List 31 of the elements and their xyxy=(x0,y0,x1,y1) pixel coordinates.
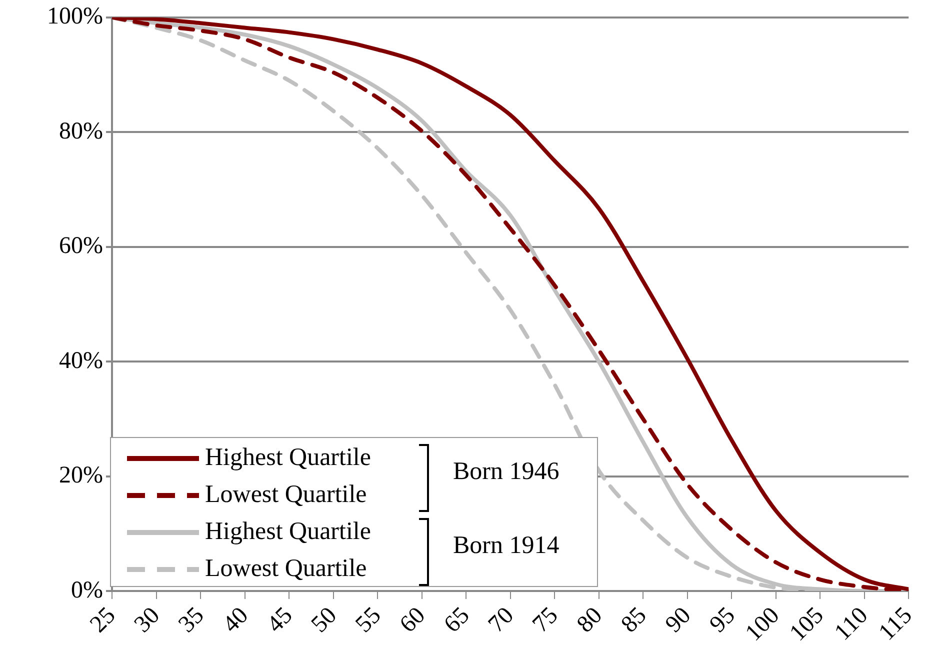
x-tick-label: 95 xyxy=(704,602,740,638)
y-tick-label: 0% xyxy=(71,577,103,604)
x-tick-label: 110 xyxy=(830,602,874,646)
legend-label: Highest Quartile xyxy=(205,444,371,472)
x-tick-label: 40 xyxy=(218,602,254,638)
legend-label: Highest Quartile xyxy=(205,518,371,546)
x-tick-label: 30 xyxy=(130,602,165,638)
x-tick-label: 70 xyxy=(484,602,520,638)
x-tick-label: 85 xyxy=(616,602,652,638)
x-tick-label: 105 xyxy=(784,602,829,646)
x-tick-label: 60 xyxy=(395,602,430,638)
x-tick-label: 115 xyxy=(874,602,918,646)
y-tick-label: 60% xyxy=(59,233,103,260)
y-tick-label: 20% xyxy=(59,462,103,489)
x-tick-label: 35 xyxy=(174,602,210,638)
legend-label: Lowest Quartile xyxy=(205,555,367,583)
y-tick-label: 100% xyxy=(47,4,103,30)
x-tick-label: 75 xyxy=(528,602,564,638)
x-tick-label: 100 xyxy=(740,602,785,646)
annotation: Born 1914 xyxy=(453,532,560,560)
y-tick-label: 80% xyxy=(59,118,103,144)
x-tick-label: 80 xyxy=(572,602,608,638)
annotation: Born 1946 xyxy=(453,458,560,486)
x-tick-label: 50 xyxy=(306,602,342,638)
legend-label: Lowest Quartile xyxy=(205,481,367,509)
x-tick-label: 55 xyxy=(350,602,386,638)
y-tick-label: 40% xyxy=(59,348,103,374)
x-tick-label: 45 xyxy=(262,602,298,638)
x-tick-label: 65 xyxy=(439,602,475,638)
x-tick-label: 90 xyxy=(660,602,696,638)
x-tick-label: 25 xyxy=(85,602,121,638)
